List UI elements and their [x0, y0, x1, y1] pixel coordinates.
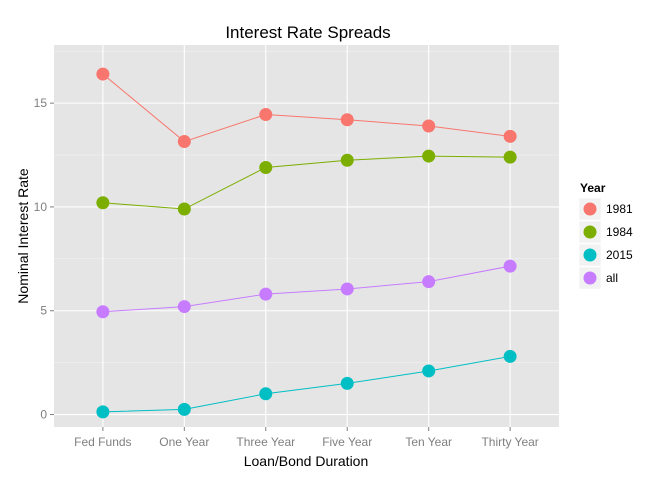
chart-title: Interest Rate Spreads — [225, 23, 390, 42]
x-tick-label: Fed Funds — [74, 435, 131, 449]
x-axis-title: Loan/Bond Duration — [244, 453, 369, 469]
x-tick-label: Thirty Year — [481, 435, 538, 449]
data-point-1981 — [422, 119, 436, 133]
data-point-all — [503, 259, 517, 273]
legend-label-1981: 1981 — [606, 202, 633, 216]
data-point-1981 — [503, 129, 517, 143]
legend-swatch-all — [583, 271, 597, 285]
series-lines — [102, 73, 511, 413]
data-point-1981 — [177, 135, 191, 149]
legend-label-all: all — [606, 271, 618, 285]
series-line-1984 — [102, 155, 511, 210]
x-tick-label: Five Year — [322, 435, 372, 449]
y-axis: 0 5 10 15 — [34, 96, 54, 422]
data-point-1981 — [340, 113, 354, 127]
legend-label-2015: 2015 — [606, 248, 633, 262]
legend-swatch-1984 — [583, 225, 597, 239]
data-point-all — [422, 275, 436, 289]
series-line-1981 — [102, 73, 511, 143]
data-point-2015 — [340, 376, 354, 390]
data-point-1984 — [422, 149, 436, 163]
legend-swatch-2015 — [583, 248, 597, 262]
plot-panel — [54, 45, 559, 427]
data-point-2015 — [259, 387, 273, 401]
series-line-all — [102, 265, 511, 313]
x-tick-label: One Year — [159, 435, 209, 449]
data-point-1984 — [177, 202, 191, 216]
data-point-2015 — [96, 405, 110, 419]
x-tick-label: Three Year — [236, 435, 295, 449]
data-point-1984 — [340, 153, 354, 167]
data-point-1984 — [96, 196, 110, 210]
y-axis-title: Nominal Interest Rate — [15, 168, 31, 304]
data-point-2015 — [503, 349, 517, 363]
data-point-all — [96, 305, 110, 319]
data-point-2015 — [422, 364, 436, 378]
data-point-2015 — [177, 402, 191, 416]
data-point-1984 — [259, 160, 273, 174]
series-points — [96, 67, 517, 419]
y-tick-label: 15 — [34, 96, 48, 110]
x-axis: Fed Funds One Year Three Year Five Year Ten … — [74, 427, 539, 449]
data-point-1984 — [503, 150, 517, 164]
legend-swatch-1981 — [583, 202, 597, 216]
data-point-all — [340, 282, 354, 296]
data-point-all — [259, 287, 273, 301]
series-line-2015 — [102, 355, 511, 413]
legend-label-1984: 1984 — [606, 225, 633, 239]
x-tick-label: Ten Year — [405, 435, 452, 449]
y-tick-label: 10 — [34, 200, 48, 214]
y-tick-label: 5 — [40, 304, 47, 318]
y-tick-label: 0 — [40, 408, 47, 422]
legend: Year 1981 1984 2015 all — [578, 181, 633, 290]
data-point-all — [177, 300, 191, 314]
data-point-1981 — [96, 67, 110, 81]
data-point-1981 — [259, 108, 273, 122]
legend-items: 1981 1984 2015 all — [578, 197, 633, 290]
legend-title: Year — [580, 181, 606, 195]
